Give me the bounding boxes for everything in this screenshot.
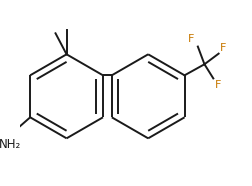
Text: F: F — [219, 43, 225, 52]
Text: F: F — [187, 34, 194, 44]
Text: F: F — [213, 79, 220, 89]
Text: NH₂: NH₂ — [0, 138, 21, 151]
